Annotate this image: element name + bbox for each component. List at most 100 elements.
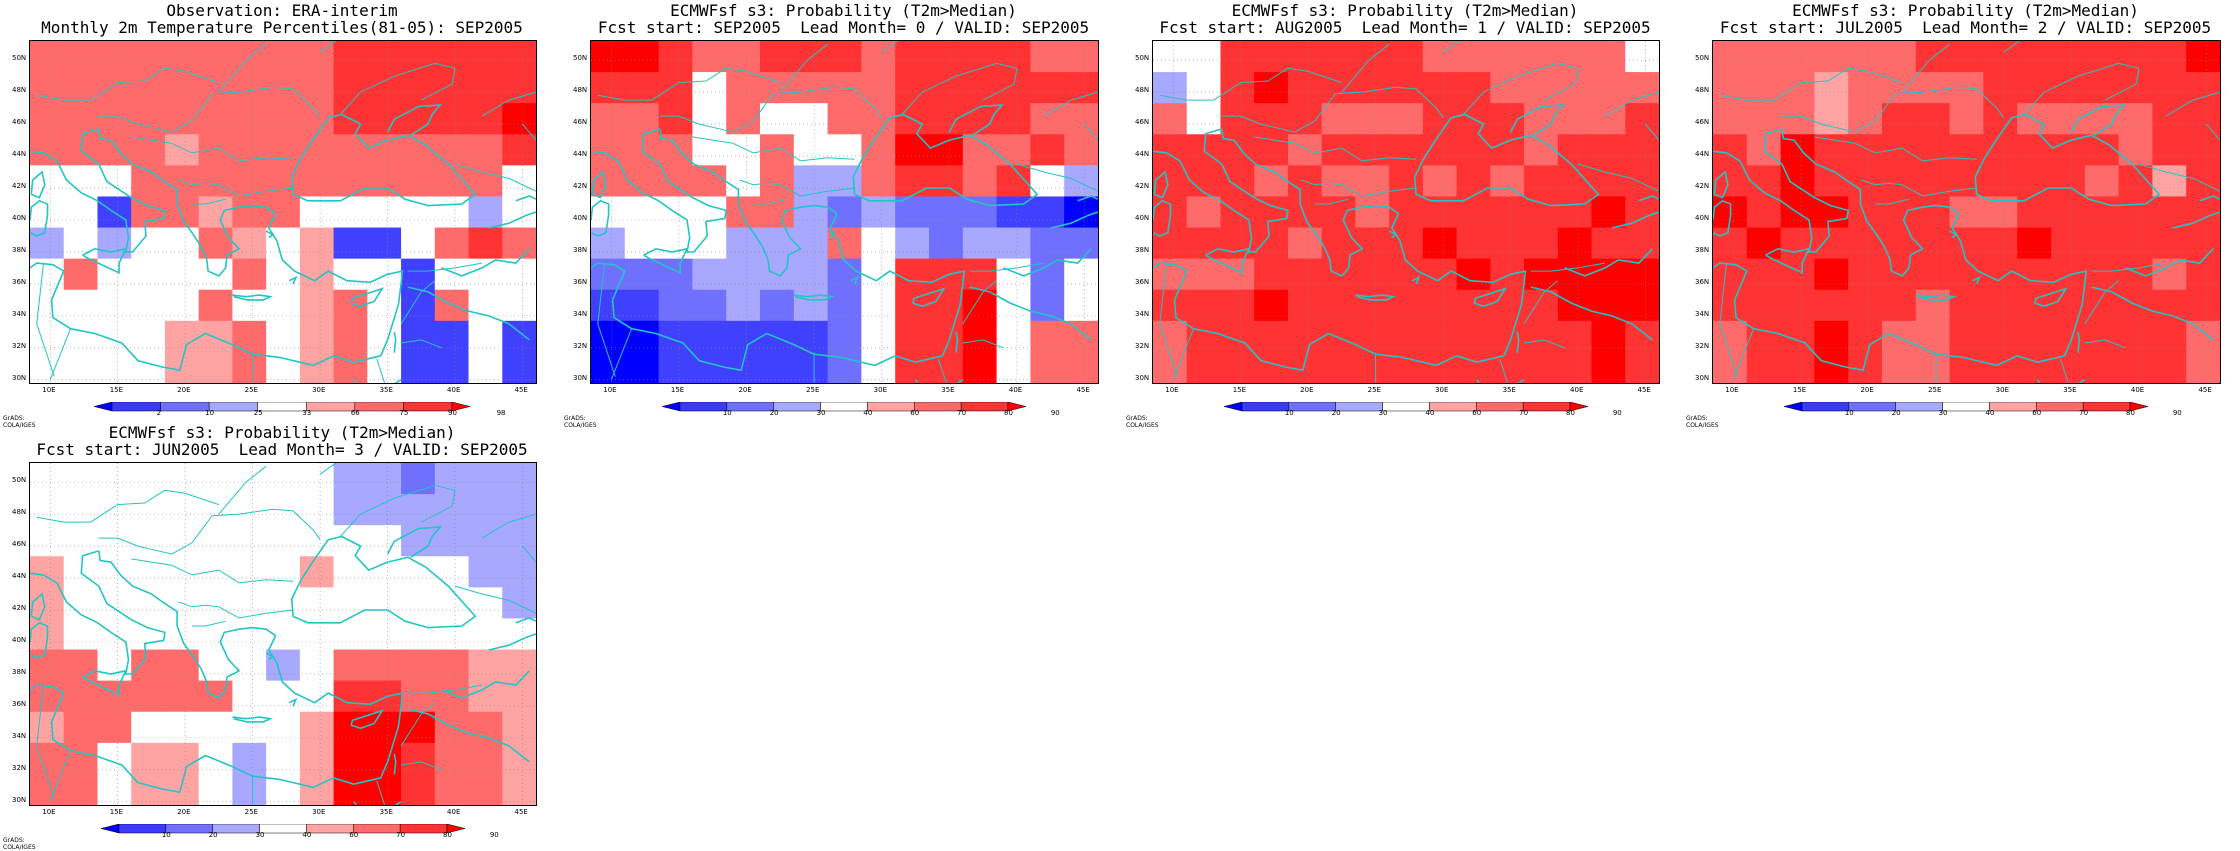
grid-cell: [1422, 227, 1458, 260]
grid-cell: [1490, 134, 1525, 166]
legend-tick-label: 10: [722, 409, 732, 417]
grid-cell: [1713, 289, 1748, 322]
coastline: [1153, 199, 1172, 237]
grads-credit: GrADS: COLA/IGES: [1686, 415, 1719, 429]
grid-cell: [2118, 103, 2153, 135]
country-border: [401, 761, 442, 771]
grid-cell: [1591, 320, 1626, 353]
legend-tick-label: 90: [2172, 409, 2182, 417]
grid-cell: [434, 196, 470, 229]
grid-cell: [266, 711, 301, 744]
legend-swatch: [679, 401, 728, 412]
lon-tick-label: 45E: [1076, 386, 1090, 394]
grid-cell: [1746, 103, 1782, 135]
grid-cell: [1186, 351, 1222, 383]
country-border: [36, 263, 55, 377]
lon-tick-label: 35E: [1502, 386, 1516, 394]
coastline: [353, 379, 357, 383]
grid-cell: [333, 227, 368, 260]
country-border: [1254, 136, 1295, 144]
grid-cell: [468, 41, 503, 73]
grid-cell: [2017, 165, 2052, 198]
grid-cell: [1780, 227, 1815, 260]
country-border: [36, 685, 55, 799]
grid-cell: [1625, 289, 1659, 322]
grid-cell: [1814, 72, 1849, 104]
grid-cell: [2186, 351, 2220, 383]
grid-cell: [1746, 320, 1782, 353]
grid-cell: [266, 258, 301, 291]
grid-cell: [367, 72, 402, 104]
grid-cell: [299, 351, 335, 383]
grid-cell: [1287, 103, 1323, 135]
country-border: [1523, 280, 1559, 325]
coastline: [265, 652, 275, 661]
legend-tick-label: 20: [769, 409, 779, 417]
coastline: [793, 294, 835, 301]
coastline: [1564, 248, 1653, 277]
coastline: [643, 247, 689, 274]
grid-cell: [1848, 289, 1883, 322]
country-border: [522, 545, 536, 563]
coastline: [386, 525, 443, 558]
legend-swatch: [1288, 401, 1336, 412]
grid-cell: [1524, 41, 1559, 73]
coastline: [290, 535, 477, 629]
grid-cell: [164, 463, 200, 495]
country-border: [49, 328, 71, 380]
color-legend: [661, 398, 1030, 417]
coastline: [2091, 286, 2214, 341]
map-svg: [1153, 41, 1659, 383]
legend-swatch: [160, 401, 210, 412]
legend-tick-label: 40: [863, 409, 873, 417]
grid-cell: [895, 72, 930, 104]
lon-tick-label: 30E: [312, 386, 326, 394]
legend-tick-label: 40: [1425, 409, 1435, 417]
grid-cell: [401, 134, 436, 166]
grid-cell: [1355, 134, 1390, 166]
lat-tick-label: 40N: [12, 635, 27, 644]
country-border: [962, 339, 1004, 349]
legend-swatch: [1848, 401, 1896, 412]
grid-cell: [2186, 227, 2220, 260]
coastline: [30, 199, 49, 237]
lat-tick-label: 48N: [12, 86, 27, 95]
legend-swatch: [257, 401, 307, 412]
grid-cell: [401, 587, 436, 620]
grid-cell: [2186, 289, 2220, 322]
grads-credit: GrADS: COLA/IGES: [564, 415, 597, 429]
grid-cell: [1490, 165, 1525, 198]
grid-cell: [1882, 320, 1917, 353]
grid-cell: [1814, 103, 1849, 135]
lat-tick-label: 32N: [12, 341, 27, 350]
grid-cell: [367, 227, 402, 260]
country-border: [191, 620, 226, 627]
grid-cell: [1456, 320, 1491, 353]
coastline: [30, 262, 381, 372]
grid-cell: [63, 196, 99, 229]
lon-tick-label: 35E: [379, 808, 393, 816]
grid-cell: [2051, 196, 2086, 229]
country-border: [739, 179, 855, 197]
country-border: [1314, 198, 1349, 205]
legend-swatch: [661, 401, 681, 412]
grid-cell: [1287, 41, 1323, 73]
grid-cell: [692, 103, 727, 135]
grid-cell: [164, 72, 200, 104]
legend-swatch: [165, 823, 213, 834]
grid-cell: [299, 227, 335, 260]
grid-cell: [929, 258, 964, 291]
grid-cell: [299, 773, 335, 805]
grid-cell: [1321, 165, 1356, 198]
grid-cell: [401, 351, 436, 383]
grid-cell: [692, 41, 727, 73]
grid-cell: [624, 258, 660, 291]
grid-cell: [1254, 196, 1289, 229]
grid-cell: [468, 103, 503, 135]
grid-cell: [198, 494, 233, 526]
country-border: [481, 91, 536, 117]
grid-cell: [198, 587, 233, 620]
grid-cell: [401, 618, 436, 651]
coastline: [350, 287, 385, 308]
grid-cell: [164, 320, 200, 353]
